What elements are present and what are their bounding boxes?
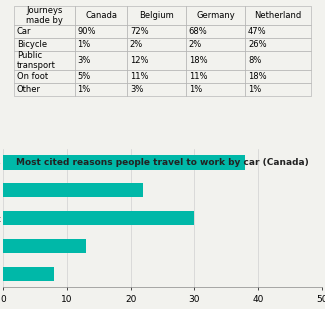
- Bar: [3, 239, 86, 253]
- Bar: [3, 155, 245, 170]
- Text: Most cited reasons people travel to work by car (Canada): Most cited reasons people travel to work…: [16, 158, 309, 167]
- Bar: [3, 267, 54, 281]
- Bar: [3, 211, 194, 225]
- Bar: [3, 183, 143, 197]
